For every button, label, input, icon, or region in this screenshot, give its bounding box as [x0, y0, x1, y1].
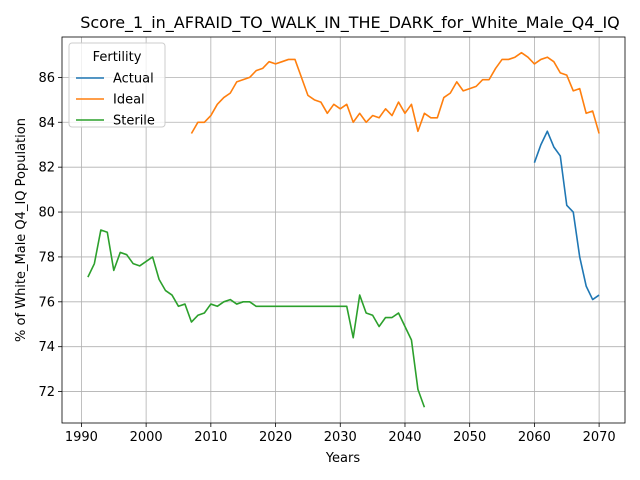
series-line-sterile: [87, 229, 426, 408]
legend-entries: Actual Ideal Sterile: [76, 72, 155, 129]
x-tick-label: 2000: [130, 430, 163, 445]
chart-title: Score_1_in_AFRAID_TO_WALK_IN_THE_DARK_fo…: [80, 13, 620, 33]
axis-ticks: 1990 2000 2010 2020 2030 2040 2050 2060 2070 72 74…: [38, 71, 615, 445]
x-tick-label: 2070: [583, 430, 616, 445]
y-tick-label: 72: [38, 385, 55, 400]
x-tick-label: 2050: [453, 430, 486, 445]
legend-label-sterile: Sterile: [113, 114, 155, 129]
x-tick-label: 2060: [518, 430, 551, 445]
y-tick-label: 84: [38, 116, 55, 131]
legend: Fertility Actual Ideal Sterile: [68, 42, 166, 129]
y-tick-label: 82: [38, 161, 55, 176]
legend-title: Fertility: [93, 50, 142, 65]
y-axis-label: % of White_Male Q4_IQ Population: [14, 118, 29, 342]
series-line-actual: [533, 130, 600, 301]
x-axis-label: Years: [325, 451, 361, 466]
y-tick-label: 80: [38, 206, 55, 221]
x-tick-label: 1990: [65, 430, 98, 445]
y-tick-label: 76: [38, 295, 55, 310]
legend-label-actual: Actual: [113, 72, 154, 87]
y-tick-label: 86: [38, 71, 55, 86]
x-tick-label: 2010: [194, 430, 227, 445]
legend-label-ideal: Ideal: [113, 93, 145, 108]
y-tick-label: 74: [38, 340, 55, 355]
x-tick-label: 2030: [324, 430, 357, 445]
y-tick-label: 78: [38, 250, 55, 265]
x-tick-label: 2040: [388, 430, 421, 445]
x-tick-label: 2020: [259, 430, 292, 445]
plot-frame: [61, 36, 626, 424]
legend-box: [68, 42, 166, 128]
series-line-ideal: [190, 51, 600, 134]
series-lines: [87, 51, 600, 408]
grid-lines: [62, 37, 625, 423]
